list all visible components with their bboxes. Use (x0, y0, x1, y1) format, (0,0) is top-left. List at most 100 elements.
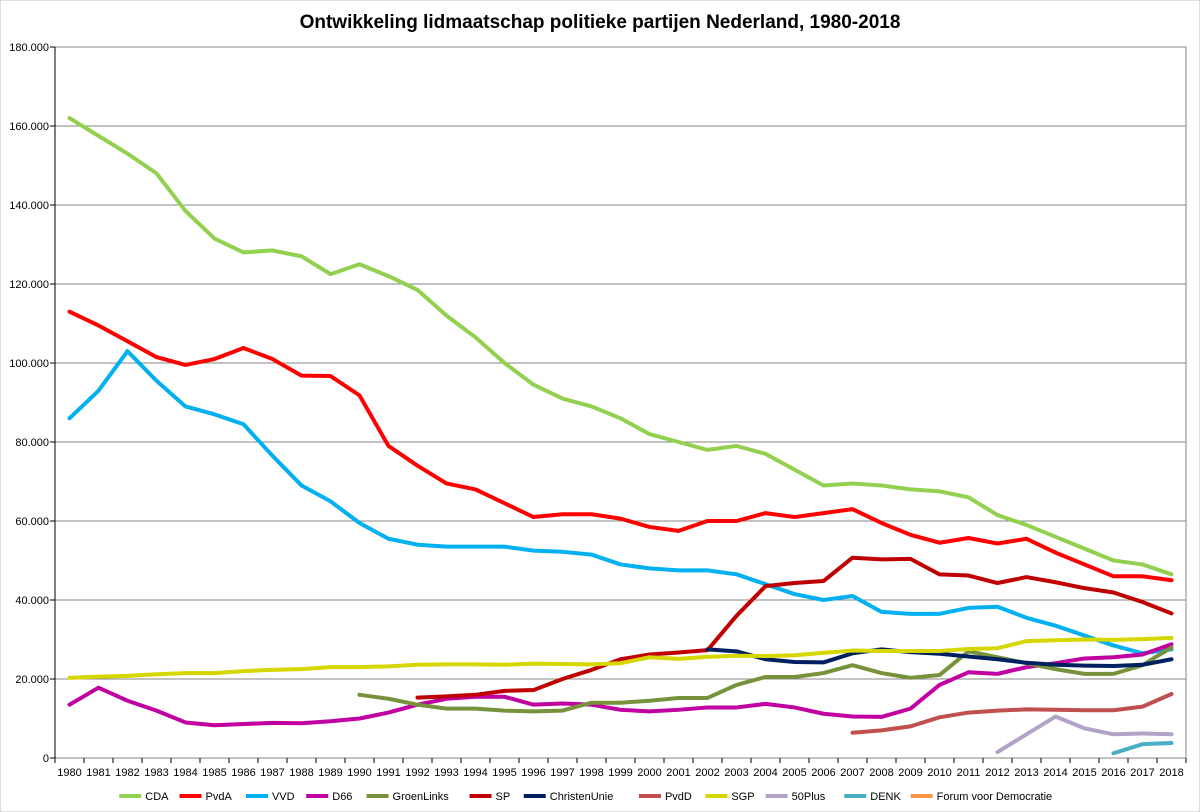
x-tick-label: 1981 (86, 767, 110, 779)
legend-label: CDA (145, 791, 169, 803)
series-line (67, 116, 1174, 577)
x-tick-label: 2000 (637, 767, 661, 779)
legend: CDA PvdA VVD D66 GroenLinks SP ChristenUnie Pvd… (119, 791, 1052, 803)
series-denk (1111, 740, 1174, 756)
y-tick-label: 40.000 (15, 595, 49, 607)
x-tick-label: 1992 (405, 767, 429, 779)
y-tick-label: 160.000 (9, 121, 49, 133)
y-tick-label: 140.000 (9, 200, 49, 212)
legend-label: 50Plus (792, 791, 826, 803)
x-tick-label: 2001 (666, 767, 690, 779)
x-tick-label: 1994 (463, 767, 487, 779)
x-tick-label: 1989 (318, 767, 342, 779)
series-sgp (67, 635, 1174, 680)
x-tick-label: 2002 (695, 767, 719, 779)
series-line (1111, 740, 1174, 756)
x-tick-label: 1990 (347, 767, 371, 779)
x-tick-label: 1991 (376, 767, 400, 779)
legend-item: PvdD (638, 791, 692, 803)
series-line (67, 309, 1174, 583)
x-tick-label: 2011 (957, 767, 981, 779)
legend-item: SP (469, 791, 511, 803)
series-line (705, 647, 1174, 668)
series-sp (415, 555, 1174, 700)
series-line (415, 555, 1174, 700)
y-tick-label: 100.000 (9, 358, 49, 370)
legend-label: SP (496, 791, 511, 803)
x-tick-label: 1983 (144, 767, 168, 779)
x-tick-label: 2005 (782, 767, 806, 779)
legend-item: CDA (119, 791, 169, 803)
legend-label: VVD (272, 791, 295, 803)
x-tick-label: 2003 (724, 767, 748, 779)
y-tick-label: 80.000 (15, 437, 49, 449)
y-tick-label: 120.000 (9, 279, 49, 291)
x-tick-label: 2008 (869, 767, 893, 779)
x-tick-label: 1984 (173, 767, 197, 779)
x-tick-label: 2017 (1130, 767, 1154, 779)
series-cda (67, 116, 1174, 577)
y-axis: 0 20.000 40.000 60.000 80.000 100.000 120.000 1… (9, 42, 56, 765)
x-tick-label: 2010 (927, 767, 951, 779)
x-tick-label: 1980 (57, 767, 81, 779)
x-tick-label: 1985 (202, 767, 226, 779)
plot-area (67, 116, 1174, 756)
legend-item: GroenLinks (366, 791, 450, 803)
legend-item: DENK (844, 791, 901, 803)
x-tick-label: 2016 (1101, 767, 1125, 779)
x-tick-label: 1999 (608, 767, 632, 779)
x-tick-label: 2007 (840, 767, 864, 779)
legend-label: D66 (332, 791, 352, 803)
legend-item: SGP (705, 791, 755, 803)
x-tick-label: 1995 (492, 767, 516, 779)
series-line (67, 635, 1174, 680)
series-christenunie (705, 647, 1174, 668)
series-vvd (67, 349, 1174, 656)
legend-label: GroenLinks (393, 791, 450, 803)
legend-item: VVD (245, 791, 295, 803)
series-line (67, 642, 1174, 728)
y-tick-label: 180.000 (9, 42, 49, 54)
x-tick-label: 1987 (260, 767, 284, 779)
x-tick-label: 2015 (1072, 767, 1096, 779)
legend-label: DENK (870, 791, 901, 803)
series-line (67, 349, 1174, 656)
legend-label: ChristenUnie (550, 791, 614, 803)
legend-label: PvdA (206, 791, 233, 803)
x-tick-label: 2014 (1043, 767, 1067, 779)
series-d66 (67, 642, 1174, 728)
x-tick-label: 1986 (231, 767, 255, 779)
legend-item: D66 (306, 791, 352, 803)
y-tick-label: 20.000 (15, 674, 49, 686)
series-pvdd (850, 692, 1174, 735)
x-tick-label: 1988 (289, 767, 313, 779)
legend-item: 50Plus (765, 791, 826, 803)
x-tick-label: 1996 (521, 767, 545, 779)
series-pvda (67, 309, 1174, 583)
x-tick-label: 2018 (1159, 767, 1183, 779)
legend-label: SGP (731, 791, 754, 803)
chart-title: Ontwikkeling lidmaatschap politieke part… (300, 12, 901, 33)
legend-label: Forum voor Democratie (937, 791, 1053, 803)
x-tick-label: 1998 (579, 767, 603, 779)
x-tick-label: 1993 (434, 767, 458, 779)
series-line (995, 714, 1174, 755)
y-tick-label: 60.000 (15, 516, 49, 528)
x-tick-label: 2013 (1014, 767, 1038, 779)
series-50plus (995, 714, 1174, 755)
legend-item: ChristenUnie (523, 791, 614, 803)
x-tick-label: 2006 (811, 767, 835, 779)
legend-label: PvdD (665, 791, 692, 803)
legend-item: Forum voor Democratie (910, 791, 1053, 803)
y-tick-label: 0 (43, 753, 49, 765)
x-tick-label: 1982 (115, 767, 139, 779)
legend-item: PvdA (179, 791, 233, 803)
series-line (850, 692, 1174, 735)
x-axis: 1980 1981 1982 1983 1984 1985 1986 1987 1988 1989… (54, 758, 1187, 779)
x-tick-label: 2009 (898, 767, 922, 779)
x-tick-label: 2004 (753, 767, 777, 779)
x-tick-label: 1997 (550, 767, 574, 779)
x-tick-label: 2012 (985, 767, 1009, 779)
